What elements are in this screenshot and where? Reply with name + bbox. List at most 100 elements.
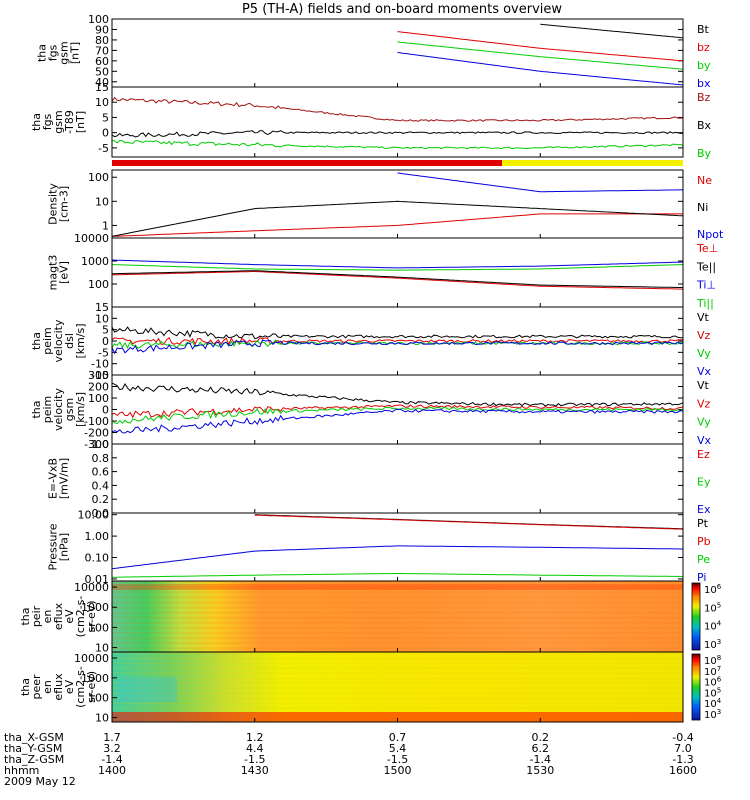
x-axis-value: 3.2 [103,742,121,755]
y-axis-label-line: tha [30,400,43,418]
x-axis-value: -0.4 [672,731,693,744]
y-axis-label-line: velocity [52,319,65,362]
legend-label: Pi [697,571,706,584]
y-axis-label-line: (cm2-s- [74,666,87,708]
spectrogram-band [112,584,683,590]
y-tick-label: 70 [95,44,109,57]
y-tick-label: 10.00 [78,509,110,522]
series-line-ni [111,200,684,237]
y-tick-label: 200 [88,381,109,394]
y-axis-label-line: peim [41,396,54,424]
colorbar-exponent: 8 [717,654,721,662]
y-tick-label: 300 [88,369,109,382]
legend-label: Vx [697,365,712,378]
legend-label: Vx [697,434,712,447]
y-tick-label: 1000 [81,672,109,685]
y-tick-label: 0.2 [92,493,110,506]
y-tick-label: 15 [95,81,109,94]
y-tick-label: 1.00 [85,530,110,543]
spectrogram-band [112,657,683,660]
series-line-vy [111,339,684,349]
series-line-vt [111,326,684,340]
panel-2: 15 10 5 0 -5 Bz Bx By thafgsgsm-T89[nT] [30,81,712,160]
legend-label: Bx [697,119,712,132]
y-axis-label-line: eV [63,609,76,624]
x-axis-row-label: tha_Z-GSM [4,753,64,766]
spectrogram-band [112,687,683,690]
y-axis-label-line: [nPa] [58,533,71,561]
mode-bar-yellow [502,160,683,166]
y-tick-label: 100 [88,278,109,291]
series-line-ti [111,259,683,269]
series-line-bz [111,96,684,122]
spectrogram-ion [112,581,683,652]
spectrogram-band [117,677,177,702]
spectrogram-electron [112,652,683,722]
x-axis-value: 1600 [669,764,697,777]
legend-label: by [697,59,711,72]
x-axis-value: 1430 [241,764,269,777]
x-axis-value: -1.4 [101,753,122,766]
y-tick-label: -5 [98,346,109,359]
series-line-npot [397,172,684,193]
spectrogram-band [112,667,683,670]
series-line-bx [397,52,684,86]
legend-label: Vt [697,379,710,392]
y-tick-label: 100 [88,692,109,705]
y-tick-label: 10 [95,96,109,109]
legend-label: By [697,147,712,160]
y-tick-label: 100 [88,171,109,184]
y-axis-label-line: peim [41,327,54,355]
colorbar-exponent: 7 [717,665,721,673]
series-line-vt [111,382,684,407]
legend-label: Npot [697,228,724,241]
spectrogram-band [112,697,683,700]
series-line-by [111,139,684,150]
y-tick-label: 50 [95,65,109,78]
legend-label: bz [697,41,710,54]
series-line-te [112,271,683,290]
y-tick-label: 5 [102,111,109,124]
y-axis-label-line: peir [30,605,43,627]
spectrogram-band [112,611,683,614]
colorbar-exponent: 6 [717,676,722,684]
legend-label: bx [697,77,711,90]
x-axis-date: 2009 May 12 [4,775,76,788]
y-axis-label-line: peer [30,674,43,700]
y-tick-label: 0.8 [92,452,110,465]
y-axis-label-line: tha [19,678,32,696]
colorbar-exponent: 3 [717,638,721,646]
y-axis-label-line: (cm2-s- [74,596,87,638]
legend-label: Pb [697,535,711,548]
y-axis-label: thapeerenefluxeV(cm2-s-sr-eV) [19,666,98,708]
panel-3: 100 10 1 Ne Ni Npot Density[cm-3] [47,169,724,241]
legend-label: Vz [697,329,711,342]
legend-label: Bz [697,91,711,104]
series-line-bx [111,130,684,138]
spectrogram-band [112,682,683,685]
y-axis-label: Density[cm-3] [47,183,71,225]
spectrogram-band [112,712,683,722]
legend-label: Ex [697,503,711,516]
spectrogram-band [112,662,683,665]
panel-frame [111,512,684,582]
spectrogram-band [112,621,683,625]
x-axis-value: -1.5 [244,753,265,766]
spectrogram-band [112,672,683,675]
spectrogram-band [112,636,683,640]
x-axis-row-label: tha_X-GSM [4,731,64,744]
y-axis-label: thapeimvelocitygsm[km/s] [30,388,87,431]
x-axis-value: 5.4 [389,742,407,755]
series-line-te [112,270,684,289]
legend-label: Vz [697,397,711,410]
y-axis-label-line: E=-VxB [47,458,60,499]
y-axis-label: thafgsgsm[nT] [36,41,82,64]
y-tick-label: 100 [88,392,109,405]
x-axis-value: -1.5 [387,753,408,766]
spectrogram-band [112,591,683,594]
x-axis-value: 1530 [526,764,554,777]
spectrogram-band [112,631,683,635]
x-axis-value: 1.2 [246,731,264,744]
series-line-vx [111,339,684,355]
